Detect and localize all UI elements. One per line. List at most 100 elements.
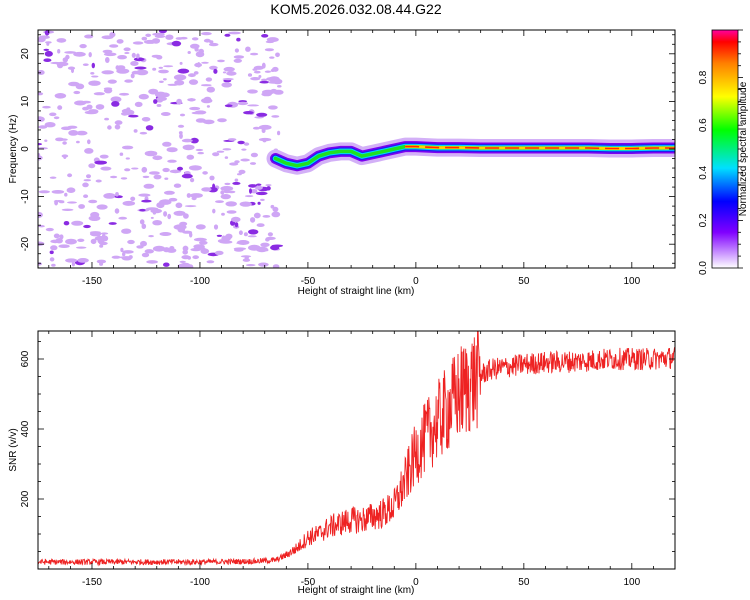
noise-blob	[192, 255, 199, 260]
noise-blob	[252, 68, 258, 71]
noise-blob	[136, 69, 149, 76]
noise-blob	[141, 36, 148, 41]
colorbar-tick-label: 0.6	[698, 118, 709, 132]
noise-blob	[103, 193, 116, 199]
noise-blob	[116, 68, 130, 74]
noise-blob	[243, 142, 250, 146]
x-tick-label: -50	[301, 577, 316, 588]
y-tick-label: 0	[20, 146, 31, 152]
noise-blob	[86, 174, 91, 179]
noise-blob	[87, 139, 91, 145]
noise-blob	[99, 244, 104, 248]
noise-blob	[64, 192, 68, 197]
noise-blob	[243, 111, 254, 115]
noise-blob	[91, 75, 99, 78]
noise-blob	[265, 184, 272, 187]
noise-blob	[57, 105, 63, 110]
noise-blob	[38, 225, 45, 228]
noise-blob	[49, 257, 55, 262]
noise-blob	[249, 162, 257, 165]
noise-blob	[163, 78, 167, 81]
noise-blob	[250, 189, 258, 194]
noise-blob	[100, 166, 112, 171]
noise-blob	[122, 200, 136, 206]
noise-blob	[237, 101, 249, 106]
colorbar-tick-label: 0.4	[698, 165, 709, 179]
noise-blob	[221, 212, 225, 216]
noise-blob	[139, 219, 145, 225]
noise-blob	[224, 182, 231, 186]
noise-blob	[176, 98, 183, 105]
noise-blob	[38, 190, 50, 194]
top-x-axis-label: Height of straight line (km)	[298, 286, 415, 297]
noise-blob	[248, 244, 261, 251]
noise-blob	[159, 80, 164, 84]
top-y-axis-ticks: 20 10 0 -10 -20	[20, 34, 675, 264]
noise-blob	[95, 104, 105, 110]
noise-blob	[188, 79, 199, 85]
noise-blob	[179, 133, 183, 139]
noise-blob	[173, 210, 186, 216]
noise-blob	[171, 40, 182, 47]
noise-blob	[217, 59, 225, 63]
noise-blob	[84, 34, 94, 39]
x-tick-label: -150	[82, 577, 102, 588]
noise-blob	[88, 80, 101, 86]
noise-blob	[84, 148, 94, 154]
noise-blob	[88, 163, 96, 169]
noise-blob	[187, 51, 191, 54]
noise-blob	[51, 263, 56, 267]
noise-blob	[187, 98, 196, 102]
noise-blob	[64, 51, 77, 54]
noise-blob	[77, 258, 89, 263]
noise-blob	[212, 152, 220, 157]
noise-blob	[99, 154, 109, 159]
noise-blob	[94, 160, 107, 165]
noise-blob	[78, 204, 85, 209]
noise-blob	[143, 39, 157, 44]
noise-blob	[63, 221, 70, 226]
noise-blob	[217, 118, 227, 123]
noise-blob	[62, 141, 67, 145]
noise-blob	[49, 176, 57, 179]
noise-blob	[153, 99, 158, 104]
noise-blob	[189, 193, 203, 198]
noise-blob	[68, 130, 79, 136]
noise-blob	[158, 69, 169, 74]
noise-blob	[146, 260, 159, 264]
noise-blob	[148, 235, 155, 238]
noise-blob	[140, 240, 147, 247]
noise-blob	[275, 52, 280, 58]
noise-blob	[134, 101, 143, 107]
bottom-x-axis-ticks: -150 -100 -50 0 50 100	[48, 331, 676, 588]
noise-blob	[205, 77, 213, 82]
noise-blob	[67, 173, 73, 178]
noise-blob	[228, 31, 241, 35]
noise-blob	[163, 190, 175, 195]
noise-blob	[247, 235, 257, 238]
noise-blob	[186, 154, 195, 160]
noise-blob	[247, 73, 253, 77]
noise-blob	[150, 216, 154, 219]
noise-blob	[38, 92, 44, 96]
noise-blob	[120, 247, 124, 253]
noise-blob	[270, 204, 275, 209]
x-tick-label: 50	[518, 276, 530, 287]
noise-blob	[53, 233, 60, 239]
noise-blob	[250, 77, 261, 81]
noise-blob	[142, 175, 150, 179]
noise-blob	[200, 248, 210, 254]
noise-blob	[109, 44, 119, 48]
colorbar-tick-label: 0.2	[698, 213, 709, 227]
noise-blob	[88, 199, 98, 204]
noise-blob	[224, 104, 233, 108]
noise-blob	[71, 261, 75, 267]
noise-blob	[182, 144, 195, 151]
noise-blob	[44, 30, 50, 36]
noise-blob	[179, 36, 188, 40]
noise-blob	[110, 175, 118, 179]
noise-blob	[42, 105, 51, 109]
noise-blob	[268, 105, 278, 110]
noise-blob	[182, 249, 188, 255]
noise-blob	[128, 255, 133, 259]
